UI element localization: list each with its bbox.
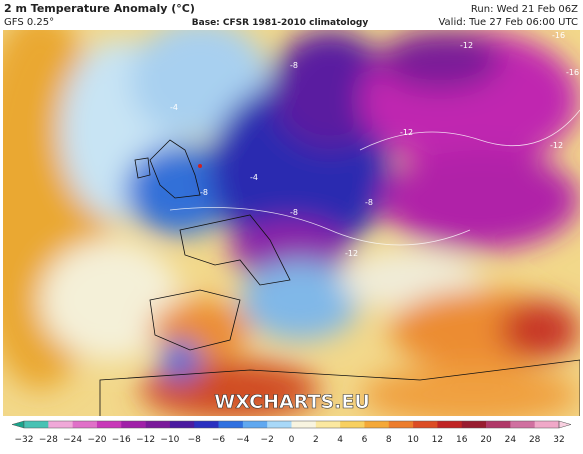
colorbar-segment xyxy=(315,421,341,428)
colorbar-tick-label: 10 xyxy=(407,435,419,445)
colorbar-tick-label: −24 xyxy=(63,435,82,445)
colorbar-tick-label: 4 xyxy=(337,435,343,445)
contour-label: -16 xyxy=(552,31,565,40)
colorbar-tick-label: −6 xyxy=(212,435,226,445)
colorbar-tick-label: −10 xyxy=(160,435,179,445)
colorbar-frame xyxy=(23,420,560,429)
contour-label: -8 xyxy=(200,188,208,197)
base: Base: CFSR 1981-2010 climatology xyxy=(192,18,369,28)
colorbar-segment xyxy=(48,421,73,428)
colorbar-tick-label: −2 xyxy=(261,435,274,445)
colorbar-segment xyxy=(145,421,171,428)
colorbar-tick-label: 0 xyxy=(289,435,295,445)
colorbar-tick-label: −4 xyxy=(236,435,250,445)
colorbar-end xyxy=(11,420,25,429)
colorbar-tick-label: 12 xyxy=(432,435,443,445)
contour-label: -12 xyxy=(550,141,563,150)
run: Run: Wed 21 Feb 06Z xyxy=(471,4,578,15)
contour-label: -16 xyxy=(566,68,579,77)
map xyxy=(3,30,580,416)
colorbar-tick-label: −28 xyxy=(39,435,58,445)
colorbar-segment xyxy=(218,421,244,428)
colorbar-segment xyxy=(24,421,49,428)
colorbar-tick-label: 28 xyxy=(529,435,541,445)
valid: Valid: Tue 27 Feb 06:00 UTC xyxy=(438,17,578,28)
colorbar-segment xyxy=(413,421,438,428)
contour-label: -12 xyxy=(460,41,473,50)
colorbar-tick-label: 32 xyxy=(553,435,564,445)
colorbar-tick-label: 8 xyxy=(386,435,392,445)
watermark: WXCHARTS.EU xyxy=(214,391,370,413)
contour-label: -8 xyxy=(290,208,298,217)
colorbar: −32 −28 −24 −20 −16 −12 −10 −8 −6 −4 −2 0 2 4 6 8 10 12 16… xyxy=(11,420,572,445)
colorbar-tick-label: 16 xyxy=(456,435,468,445)
colorbar-segment xyxy=(267,421,292,428)
colorbar-tick-label: −20 xyxy=(87,435,106,445)
model: GFS 0.25° xyxy=(4,17,54,28)
contour-label: -8 xyxy=(365,198,373,207)
colorbar-segment xyxy=(534,421,560,428)
colorbar-segment xyxy=(72,421,98,428)
contour-label: -12 xyxy=(345,249,358,258)
colorbar-segment xyxy=(291,421,317,428)
colorbar-segment xyxy=(242,421,268,428)
colorbar-segment xyxy=(486,421,511,428)
contour-label: -4 xyxy=(250,173,258,182)
colorbar-tick-label: −32 xyxy=(15,435,34,445)
colorbar-segment xyxy=(169,421,195,428)
colorbar-segment xyxy=(96,421,122,428)
colorbar-tick-label: 24 xyxy=(505,435,517,445)
contour-label: -4 xyxy=(170,103,178,112)
contour-label: -12 xyxy=(400,128,413,137)
colorbar-segment xyxy=(194,421,219,428)
colorbar-end xyxy=(558,420,572,429)
colorbar-tick-label: 2 xyxy=(313,435,319,445)
colorbar-segment xyxy=(364,421,390,428)
colorbar-tick-label: −16 xyxy=(112,435,131,445)
colorbar-segment xyxy=(340,421,365,428)
map-labels: -8 -8 -12 -12 -16 -16 -12 -8 -8 -12 -4 -4 xyxy=(170,31,579,258)
contour-label: -8 xyxy=(290,61,298,70)
colorbar-tick-label: −8 xyxy=(188,435,202,445)
colorbar-segment xyxy=(121,421,146,428)
colorbar-tick-label: −12 xyxy=(136,435,155,445)
title: 2 m Temperature Anomaly (°C) xyxy=(4,2,195,15)
colorbar-segment xyxy=(437,421,463,428)
colorbar-segment xyxy=(510,421,535,428)
colorbar-tick-label: 20 xyxy=(480,435,492,445)
colorbar-segment xyxy=(388,421,414,428)
colorbar-segment xyxy=(461,421,487,428)
colorbar-tick-label: 6 xyxy=(362,435,368,445)
